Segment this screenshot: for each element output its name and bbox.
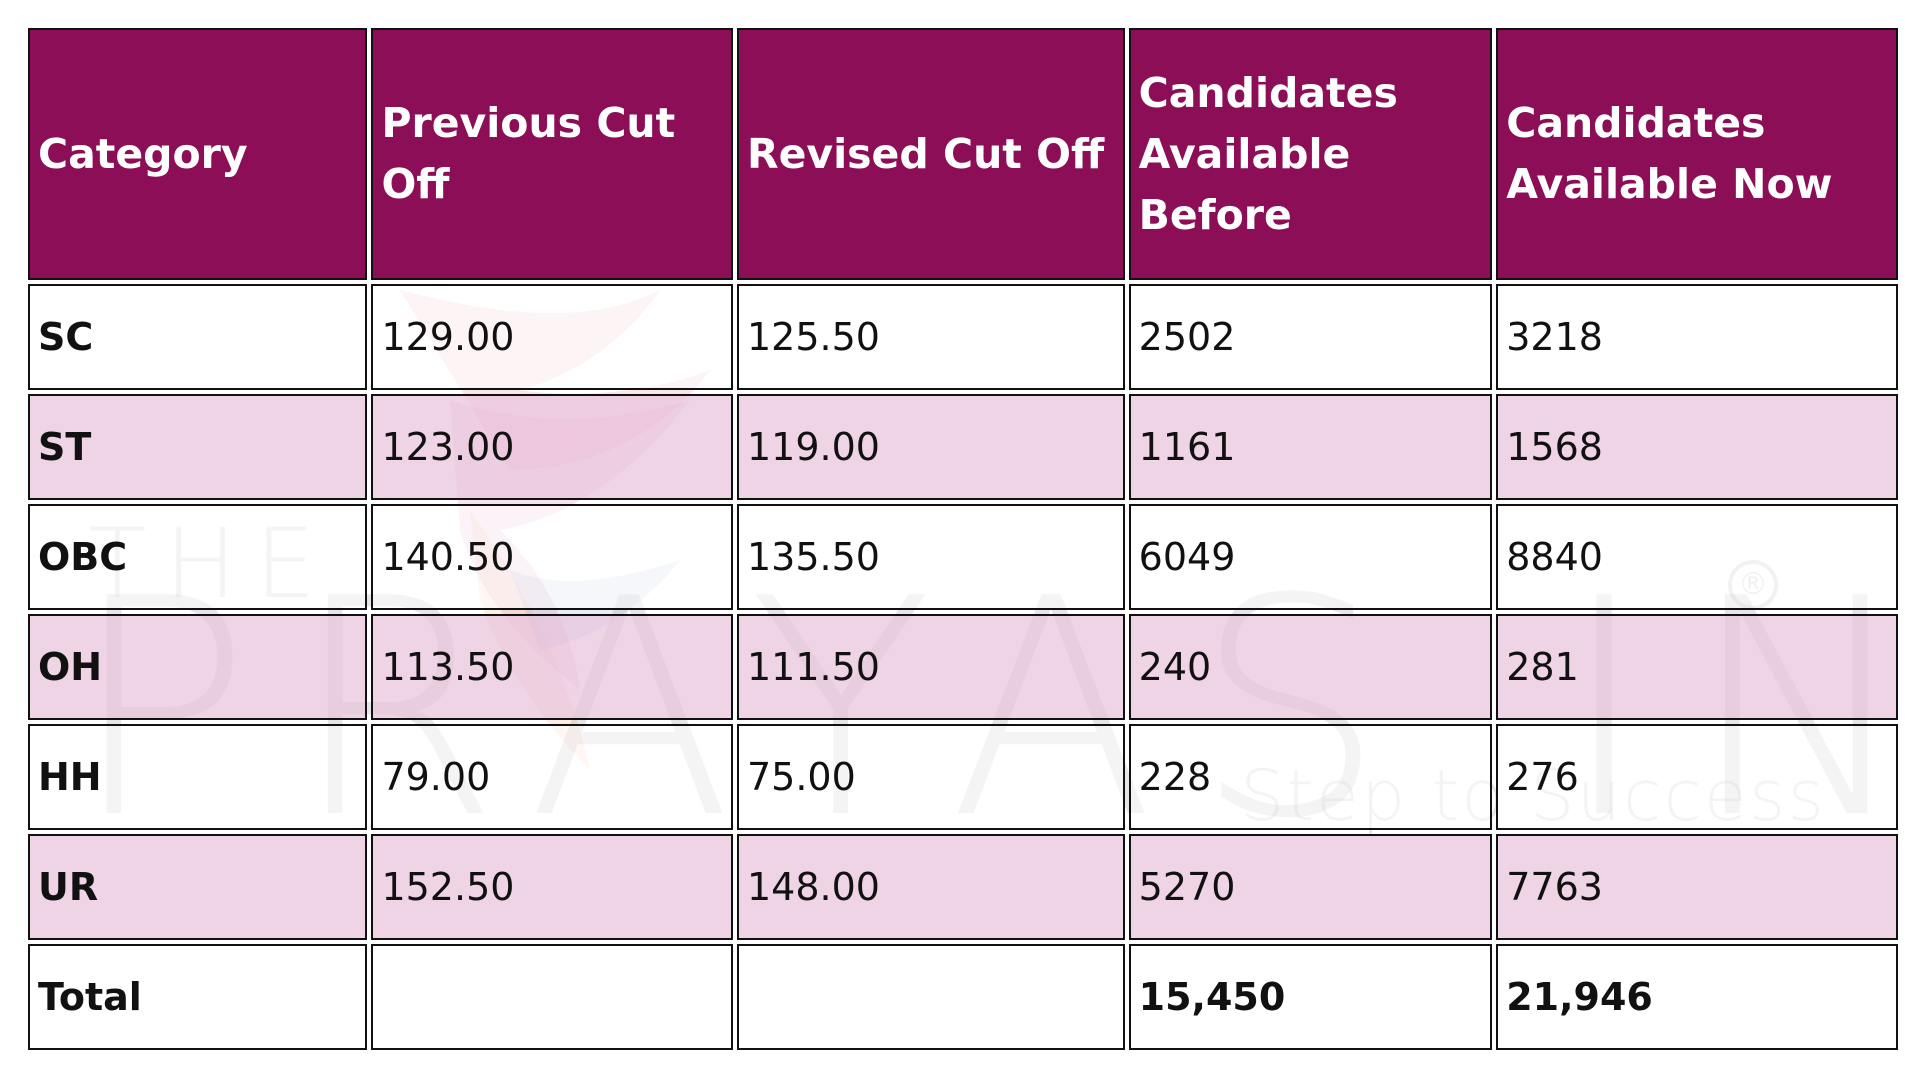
category-cell: OBC bbox=[28, 504, 368, 610]
total-candidates-now-cell: 21,946 bbox=[1496, 944, 1898, 1050]
table-row: HH 79.00 75.00 228 276 bbox=[28, 724, 1898, 830]
candidates-now-cell: 1568 bbox=[1496, 394, 1898, 500]
previous-cut-off-cell: 79.00 bbox=[371, 724, 733, 830]
total-label-cell: Total bbox=[28, 944, 368, 1050]
candidates-now-cell: 3218 bbox=[1496, 284, 1898, 390]
total-revised-cell bbox=[737, 944, 1125, 1050]
table-row: OH 113.50 111.50 240 281 bbox=[28, 614, 1898, 720]
total-row: Total 15,450 21,946 bbox=[28, 944, 1898, 1050]
category-cell: SC bbox=[28, 284, 368, 390]
table-row: SC 129.00 125.50 2502 3218 bbox=[28, 284, 1898, 390]
previous-cut-off-cell: 152.50 bbox=[371, 834, 733, 940]
category-cell: HH bbox=[28, 724, 368, 830]
header-candidates-now: Candidates Available Now bbox=[1496, 28, 1898, 280]
table-row: ST 123.00 119.00 1161 1568 bbox=[28, 394, 1898, 500]
revised-cut-off-cell: 75.00 bbox=[737, 724, 1125, 830]
header-row: Category Previous Cut Off Revised Cut Of… bbox=[28, 28, 1898, 280]
table-row: UR 152.50 148.00 5270 7763 bbox=[28, 834, 1898, 940]
revised-cut-off-cell: 125.50 bbox=[737, 284, 1125, 390]
header-category: Category bbox=[28, 28, 368, 280]
header-candidates-before: Candidates Available Before bbox=[1128, 28, 1493, 280]
previous-cut-off-cell: 113.50 bbox=[371, 614, 733, 720]
total-previous-cell bbox=[371, 944, 733, 1050]
previous-cut-off-cell: 129.00 bbox=[371, 284, 733, 390]
category-cell: UR bbox=[28, 834, 368, 940]
total-candidates-before-cell: 15,450 bbox=[1128, 944, 1493, 1050]
candidates-before-cell: 2502 bbox=[1128, 284, 1493, 390]
table-row: OBC 140.50 135.50 6049 8840 bbox=[28, 504, 1898, 610]
previous-cut-off-cell: 123.00 bbox=[371, 394, 733, 500]
candidates-before-cell: 240 bbox=[1128, 614, 1493, 720]
candidates-now-cell: 7763 bbox=[1496, 834, 1898, 940]
candidates-before-cell: 228 bbox=[1128, 724, 1493, 830]
candidates-now-cell: 8840 bbox=[1496, 504, 1898, 610]
previous-cut-off-cell: 140.50 bbox=[371, 504, 733, 610]
cutoff-table: Category Previous Cut Off Revised Cut Of… bbox=[24, 24, 1902, 1054]
candidates-before-cell: 6049 bbox=[1128, 504, 1493, 610]
candidates-now-cell: 276 bbox=[1496, 724, 1898, 830]
header-revised-cut-off: Revised Cut Off bbox=[737, 28, 1125, 280]
revised-cut-off-cell: 111.50 bbox=[737, 614, 1125, 720]
revised-cut-off-cell: 119.00 bbox=[737, 394, 1125, 500]
header-previous-cut-off: Previous Cut Off bbox=[371, 28, 733, 280]
candidates-now-cell: 281 bbox=[1496, 614, 1898, 720]
candidates-before-cell: 5270 bbox=[1128, 834, 1493, 940]
category-cell: ST bbox=[28, 394, 368, 500]
candidates-before-cell: 1161 bbox=[1128, 394, 1493, 500]
revised-cut-off-cell: 135.50 bbox=[737, 504, 1125, 610]
category-cell: OH bbox=[28, 614, 368, 720]
revised-cut-off-cell: 148.00 bbox=[737, 834, 1125, 940]
